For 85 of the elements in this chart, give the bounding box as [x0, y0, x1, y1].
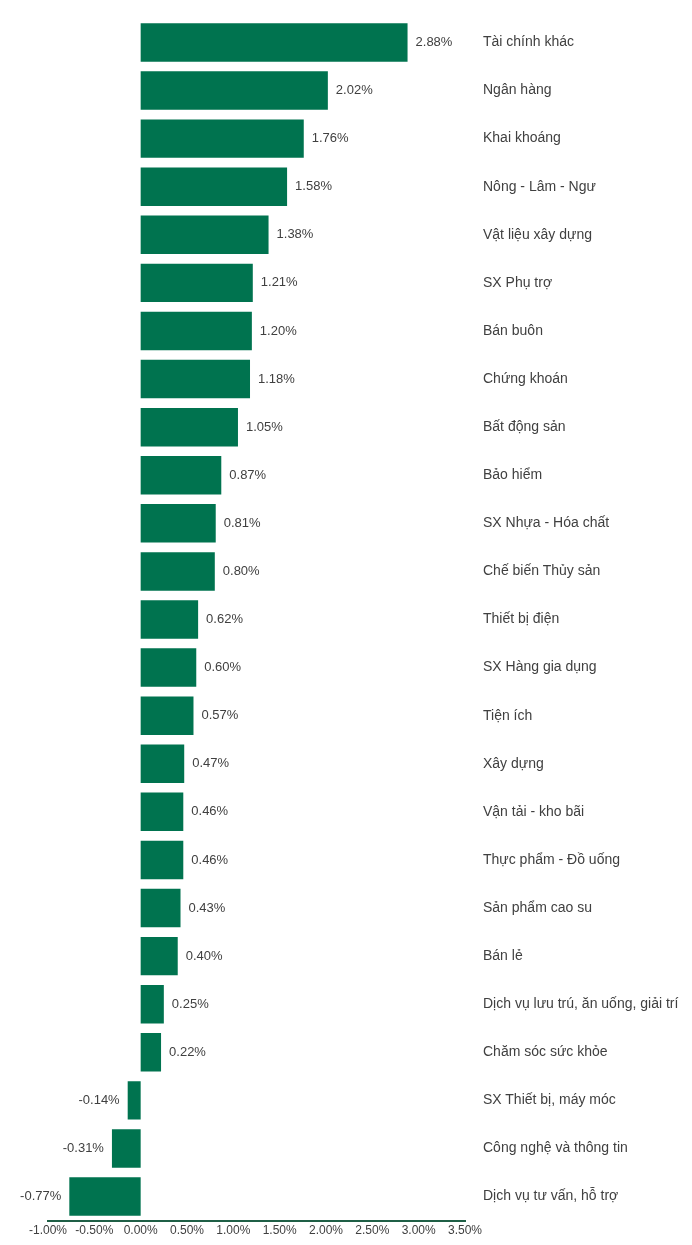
- y-tick-label: Bất động sản: [483, 418, 566, 435]
- y-tick-label: Chăm sóc sức khỏe: [483, 1043, 608, 1060]
- y-tick-label: SX Thiết bị, máy móc: [483, 1091, 616, 1108]
- y-tick-label: Dịch vụ tư vấn, hỗ trợ: [483, 1187, 619, 1204]
- y-tick-label: Tiện ích: [483, 706, 533, 723]
- y-tick-label: Vận tải - kho bãi: [483, 802, 585, 819]
- data-label: 1.38%: [276, 226, 314, 242]
- x-tick-label: -1.00%: [28, 1223, 68, 1238]
- data-label: 0.57%: [201, 707, 239, 723]
- data-label: 1.18%: [258, 370, 296, 386]
- y-tick-label: Thực phẩm - Đồ uống: [483, 850, 620, 867]
- data-label: 0.87%: [229, 466, 267, 482]
- x-tick-label: 3.50%: [447, 1223, 483, 1238]
- data-label: 1.76%: [311, 130, 350, 146]
- x-tick-label: 2.50%: [355, 1223, 390, 1238]
- y-tick-label: Bán buôn: [483, 321, 543, 338]
- data-label: 0.43%: [188, 899, 226, 915]
- x-tick-label: 1.00%: [216, 1223, 251, 1238]
- y-tick-label: Công nghệ và thông tin: [483, 1139, 628, 1156]
- data-label: 0.62%: [206, 611, 244, 627]
- y-tick-label: Xây dựng: [483, 754, 544, 771]
- bar: [140, 1033, 162, 1072]
- bar: [140, 936, 178, 976]
- bar: [140, 359, 251, 399]
- bar: [140, 263, 253, 303]
- y-tick-label: Sản phẩm cao su: [483, 898, 592, 915]
- x-tick-label: 0.50%: [169, 1223, 205, 1238]
- data-label: -0.77%: [20, 1188, 62, 1204]
- x-tick-label: 0.00%: [123, 1223, 159, 1238]
- data-label: 0.25%: [171, 995, 210, 1011]
- bar: [140, 984, 164, 1024]
- data-label: 1.21%: [260, 274, 299, 290]
- data-label: 1.58%: [295, 178, 333, 194]
- bar: [140, 504, 216, 543]
- data-label: 2.88%: [415, 34, 453, 50]
- x-tick-label: 3.00%: [401, 1223, 437, 1238]
- bar: [140, 888, 181, 928]
- y-tick-label: Bảo hiểm: [483, 466, 543, 483]
- y-tick-label: SX Nhựa - Hóa chất: [483, 514, 610, 531]
- bar: [140, 840, 184, 880]
- bar: [140, 792, 184, 832]
- data-label: 0.81%: [223, 514, 262, 530]
- bar: [140, 215, 269, 255]
- data-label: 0.22%: [169, 1043, 207, 1059]
- bar: [140, 696, 194, 735]
- data-label: 1.05%: [245, 418, 284, 434]
- data-label: -0.31%: [62, 1140, 105, 1156]
- y-tick-label: SX Hàng gia dụng: [483, 658, 597, 675]
- data-label: -0.14%: [78, 1091, 121, 1107]
- x-tick-label: 2.00%: [308, 1223, 344, 1238]
- data-label: 2.02%: [335, 82, 374, 98]
- bar: [140, 456, 222, 495]
- y-tick-label: Nông - Lâm - Ngư: [483, 177, 596, 194]
- bar: [69, 1177, 141, 1216]
- bar: [140, 600, 199, 639]
- bar: [127, 1081, 141, 1120]
- y-tick-label: Vật liệu xây dựng: [483, 225, 592, 242]
- y-tick-label: Ngân hàng: [483, 81, 552, 98]
- data-label: 0.46%: [191, 851, 229, 867]
- bar: [140, 744, 185, 783]
- data-label: 0.47%: [192, 755, 230, 771]
- y-tick-label: Thiết bị điện: [483, 610, 560, 627]
- data-label: 0.40%: [185, 947, 224, 963]
- bar: [140, 119, 304, 158]
- bar: [140, 648, 197, 687]
- y-tick-label: Chứng khoán: [483, 369, 568, 386]
- y-tick-label: Dịch vụ lưu trú, ăn uống, giải trí: [483, 995, 679, 1012]
- data-label: 1.20%: [259, 322, 298, 338]
- y-tick-label: SX Phụ trợ: [483, 273, 553, 290]
- y-tick-label: Khai khoáng: [483, 129, 561, 146]
- y-tick-label: Bán lẻ: [483, 946, 523, 963]
- bar: [111, 1129, 141, 1168]
- data-label: 0.60%: [204, 659, 242, 675]
- x-tick-label: -0.50%: [75, 1223, 114, 1238]
- y-tick-label: Chế biến Thủy sản: [483, 562, 601, 579]
- bar: [140, 23, 408, 62]
- data-label: 0.80%: [222, 562, 261, 578]
- bar: [140, 71, 328, 110]
- bar: [140, 407, 238, 447]
- bar: [140, 311, 252, 351]
- x-tick-label: 1.50%: [262, 1223, 298, 1238]
- data-label: 0.46%: [191, 803, 229, 819]
- y-tick-label: Tài chính khác: [483, 33, 575, 50]
- bar: [140, 167, 288, 206]
- bar: [140, 552, 215, 591]
